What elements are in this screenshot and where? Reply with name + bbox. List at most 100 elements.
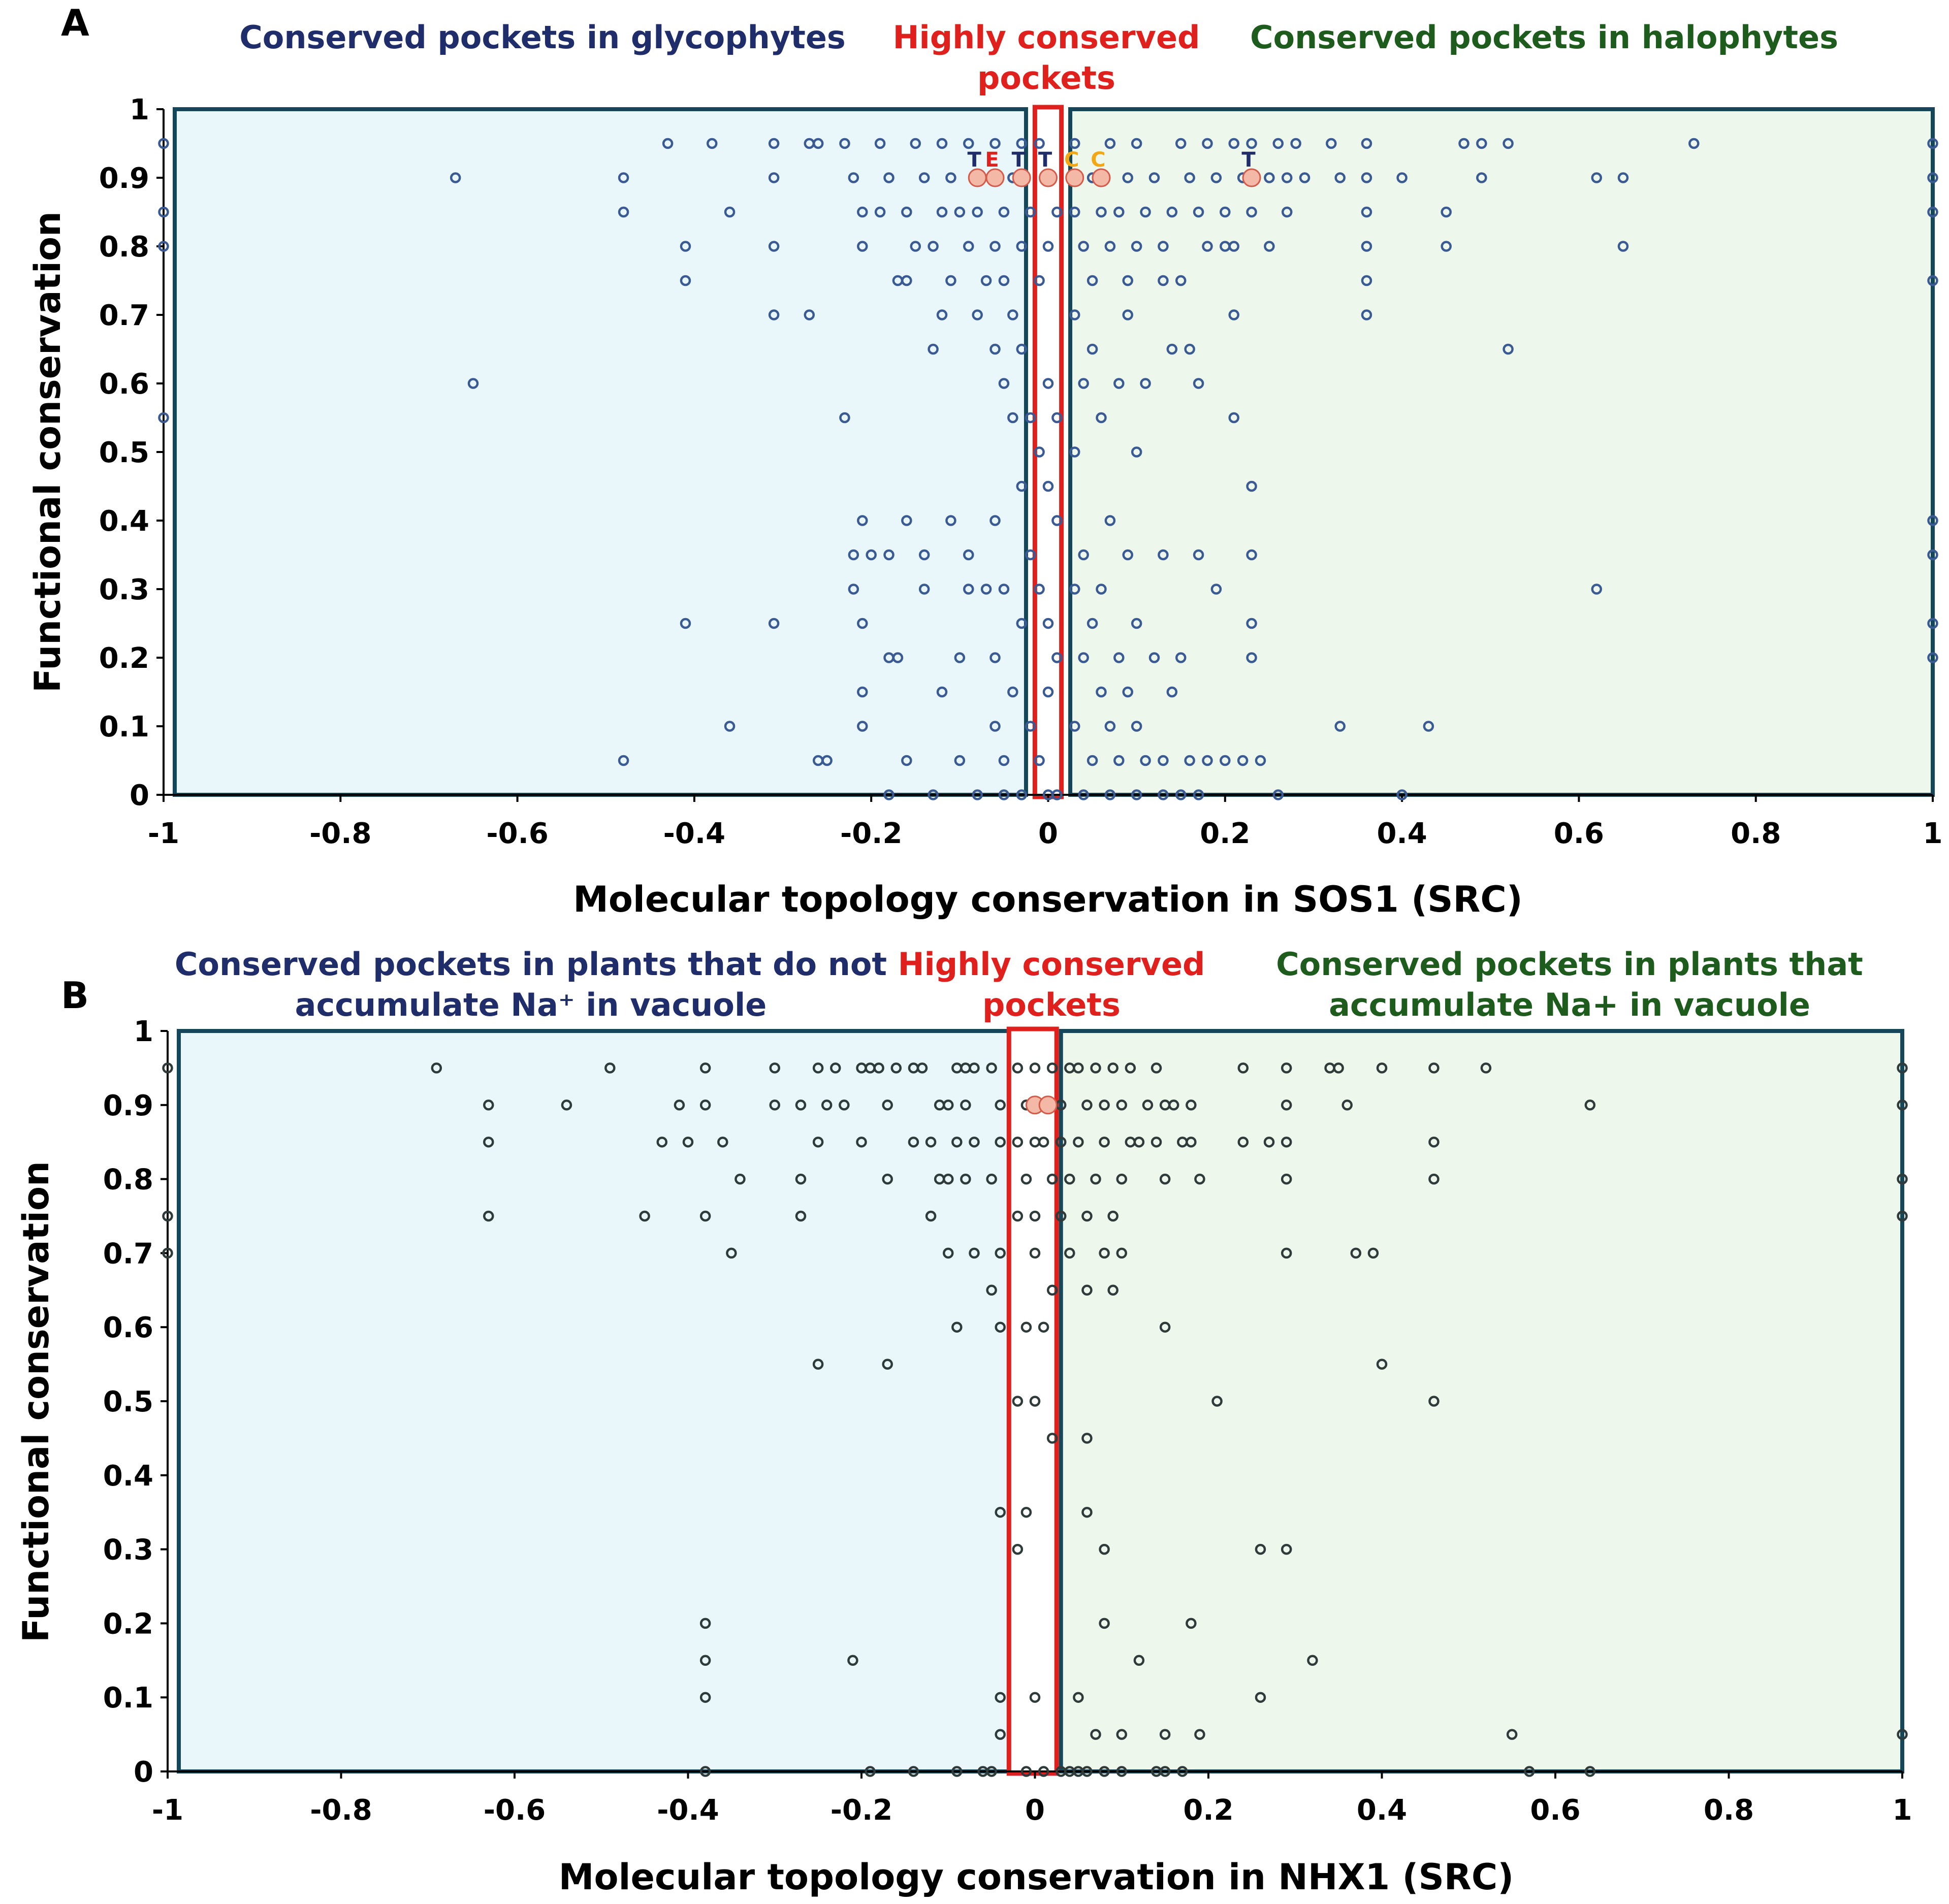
data-point	[1211, 1396, 1223, 1407]
panel-b-x-ticks: -1 -0.8 -0.6 -0.4 -0.2 0 0.2 0.4 0.6 0.8 1	[152, 1771, 1912, 1827]
y-tick-label: 0.6	[99, 368, 149, 401]
data-point	[1122, 549, 1133, 561]
data-point	[618, 755, 629, 766]
data-point	[1096, 412, 1107, 424]
region-left-box	[173, 107, 1028, 797]
data-point	[1081, 1433, 1093, 1444]
data-point	[1396, 789, 1408, 800]
y-tick-label: 0.2	[99, 642, 149, 675]
data-point	[1281, 1062, 1292, 1074]
x-tick-label: -0.2	[830, 1794, 892, 1827]
data-point	[1055, 1210, 1067, 1222]
data-point	[1051, 789, 1063, 800]
data-point	[1524, 1766, 1535, 1777]
panel-b-annotations: Conserved pockets in plants that do not …	[175, 946, 1863, 1023]
data-point	[1503, 343, 1514, 355]
data-point	[1133, 1136, 1145, 1148]
data-point	[936, 138, 948, 149]
data-point	[883, 789, 894, 800]
data-point	[1177, 1766, 1188, 1777]
data-point	[989, 241, 1001, 252]
y-tick-label: 0	[130, 779, 149, 812]
data-point	[1122, 309, 1133, 320]
data-point	[1034, 584, 1045, 595]
data-point	[936, 309, 948, 320]
highlighted-point-label: T	[1012, 148, 1026, 172]
data-point	[1029, 1692, 1041, 1703]
x-tick-label: 0.6	[1554, 817, 1604, 850]
data-point	[604, 1062, 616, 1074]
data-point	[1133, 1655, 1145, 1666]
data-point	[1159, 1321, 1171, 1333]
data-point	[995, 1247, 1006, 1259]
x-tick-label: -1	[152, 1794, 183, 1827]
data-point	[1012, 1396, 1024, 1407]
data-point	[1264, 241, 1275, 252]
data-point	[768, 309, 780, 320]
panel-a-x-axis-title: Molecular topology conservation in SOS1 …	[573, 879, 1523, 920]
data-point	[1333, 1062, 1344, 1074]
highlighted-point	[1012, 168, 1031, 187]
data-point	[1255, 1543, 1266, 1555]
data-point	[1087, 618, 1098, 629]
data-point	[1228, 309, 1239, 320]
data-point	[1038, 1321, 1049, 1333]
data-point	[1016, 241, 1028, 252]
data-point	[1186, 1136, 1197, 1148]
data-point	[856, 1136, 867, 1148]
data-point	[1016, 343, 1028, 355]
panel-b-regions	[177, 1026, 1905, 1776]
data-point	[1122, 172, 1133, 183]
highlighted-point-label: C	[1064, 148, 1079, 172]
data-point	[1927, 172, 1938, 183]
data-point	[1237, 755, 1249, 766]
data-point	[1046, 1062, 1058, 1074]
panel-b-x-axis-title: Molecular topology conservation in NHX1 …	[559, 1856, 1514, 1898]
data-point	[1927, 275, 1938, 286]
highlighted-point-label: T	[1038, 148, 1052, 172]
y-tick-label: 0.8	[99, 231, 149, 264]
data-point	[1159, 1173, 1171, 1185]
data-point	[483, 1136, 494, 1148]
data-point	[724, 206, 736, 218]
data-point	[1107, 1210, 1119, 1222]
data-point	[726, 1247, 737, 1259]
data-point	[1184, 343, 1195, 355]
highlighted-point-label: T	[1241, 148, 1256, 172]
data-point	[680, 618, 691, 629]
y-tick-label: 0.1	[99, 711, 149, 744]
data-point	[1078, 241, 1089, 252]
data-point	[1159, 1766, 1171, 1777]
data-point	[1073, 1136, 1084, 1148]
data-point	[699, 1766, 711, 1777]
data-point	[662, 138, 674, 149]
data-point	[1228, 241, 1239, 252]
data-point	[910, 138, 921, 149]
data-point	[1116, 1729, 1127, 1740]
data-point	[682, 1136, 694, 1148]
data-point	[1125, 1062, 1136, 1074]
data-point	[1193, 378, 1204, 389]
data-point	[1264, 172, 1275, 183]
data-point	[1927, 549, 1938, 561]
data-point	[901, 206, 912, 218]
highlighted-point-label: E	[985, 148, 999, 172]
data-point	[1688, 138, 1700, 149]
panel-a-y-axis-title: Functional conservation	[27, 211, 69, 693]
x-tick-label: -0.8	[310, 1794, 372, 1827]
data-point	[158, 241, 169, 252]
data-point	[986, 1766, 997, 1777]
data-point	[1428, 1396, 1440, 1407]
data-point	[1107, 1062, 1119, 1074]
data-point	[1341, 1100, 1353, 1111]
data-point	[857, 721, 868, 732]
data-point	[857, 686, 868, 698]
data-point	[1140, 206, 1151, 218]
data-point	[830, 1062, 841, 1074]
data-point	[865, 1766, 876, 1777]
data-point	[1272, 138, 1284, 149]
data-point	[1584, 1766, 1596, 1777]
data-point	[1927, 515, 1938, 526]
data-point	[1476, 172, 1487, 183]
data-point	[1116, 1173, 1127, 1185]
